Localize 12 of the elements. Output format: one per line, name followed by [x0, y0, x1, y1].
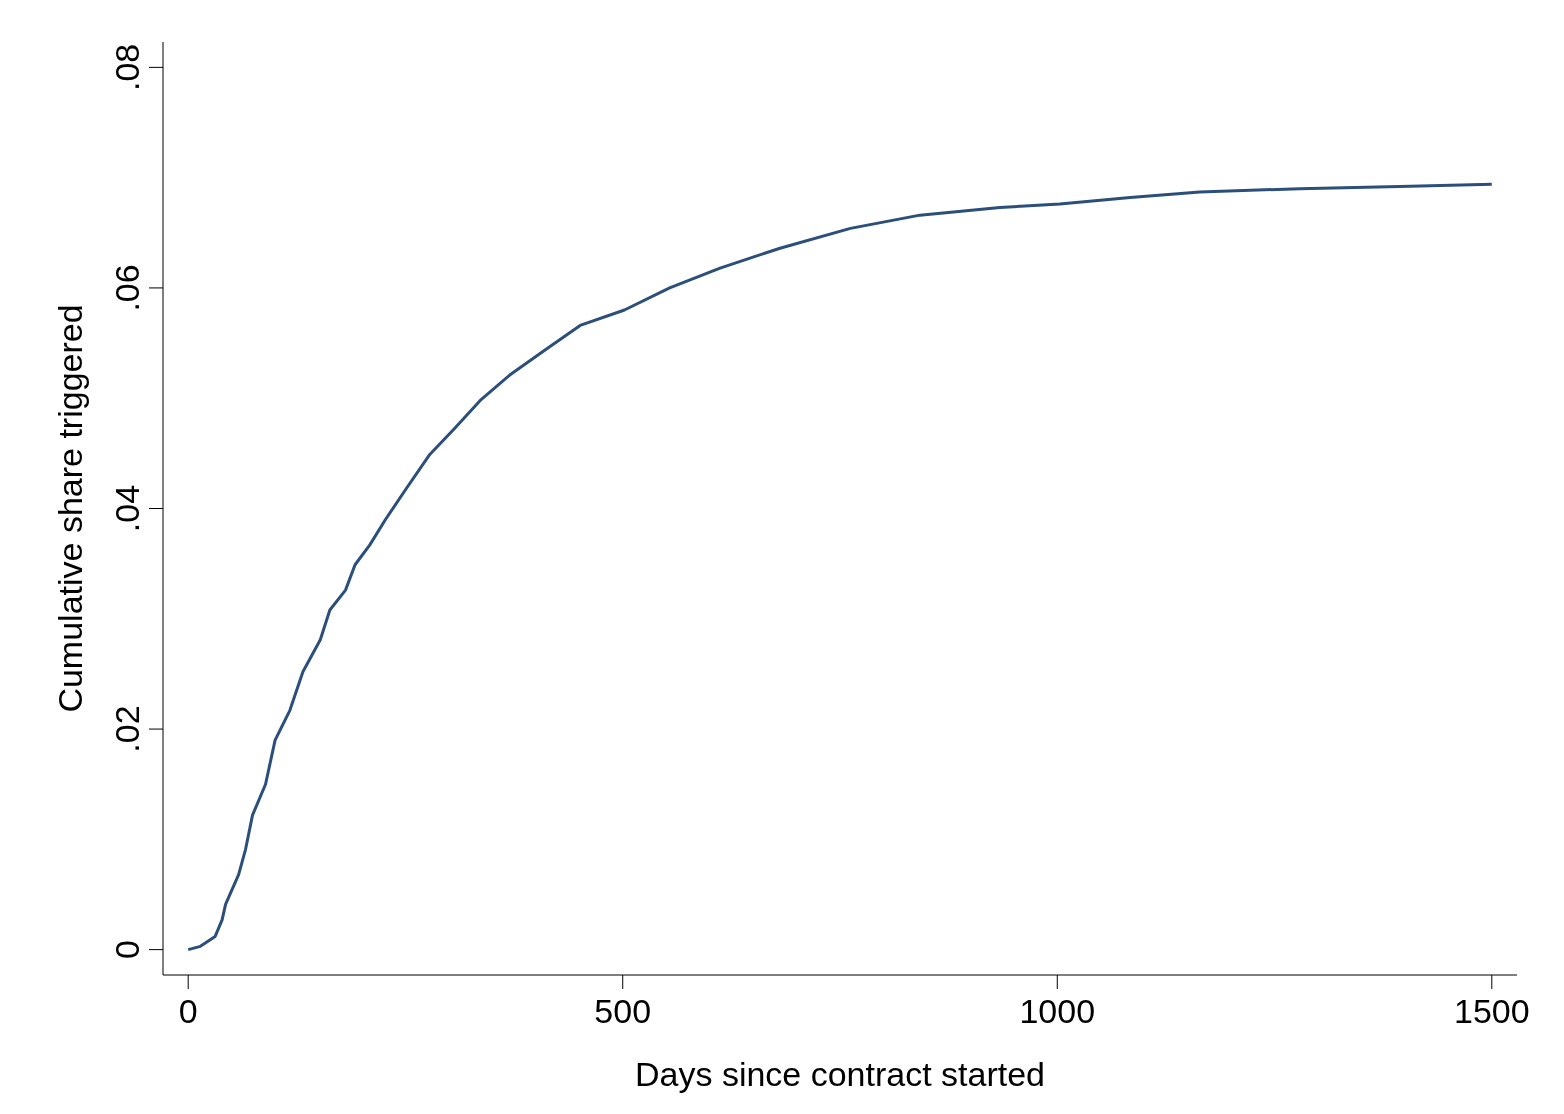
line-series — [186, 182, 1494, 952]
y-tick-label: .08 — [108, 43, 146, 91]
x-tick-label: 1500 — [1453, 992, 1530, 1031]
y-tick-label: .02 — [108, 705, 146, 753]
y-tick-label: .06 — [108, 264, 146, 312]
y-axis-title: Cumulative share triggered — [51, 304, 90, 713]
x-axis-title: Days since contract started — [634, 1055, 1046, 1093]
x-tick-label: 0 — [178, 992, 198, 1031]
y-tick-label: 0 — [108, 940, 146, 960]
x-tick-label: 500 — [594, 992, 652, 1031]
x-tick-label: 1000 — [1019, 992, 1096, 1031]
y-tick-label: .04 — [108, 484, 146, 533]
